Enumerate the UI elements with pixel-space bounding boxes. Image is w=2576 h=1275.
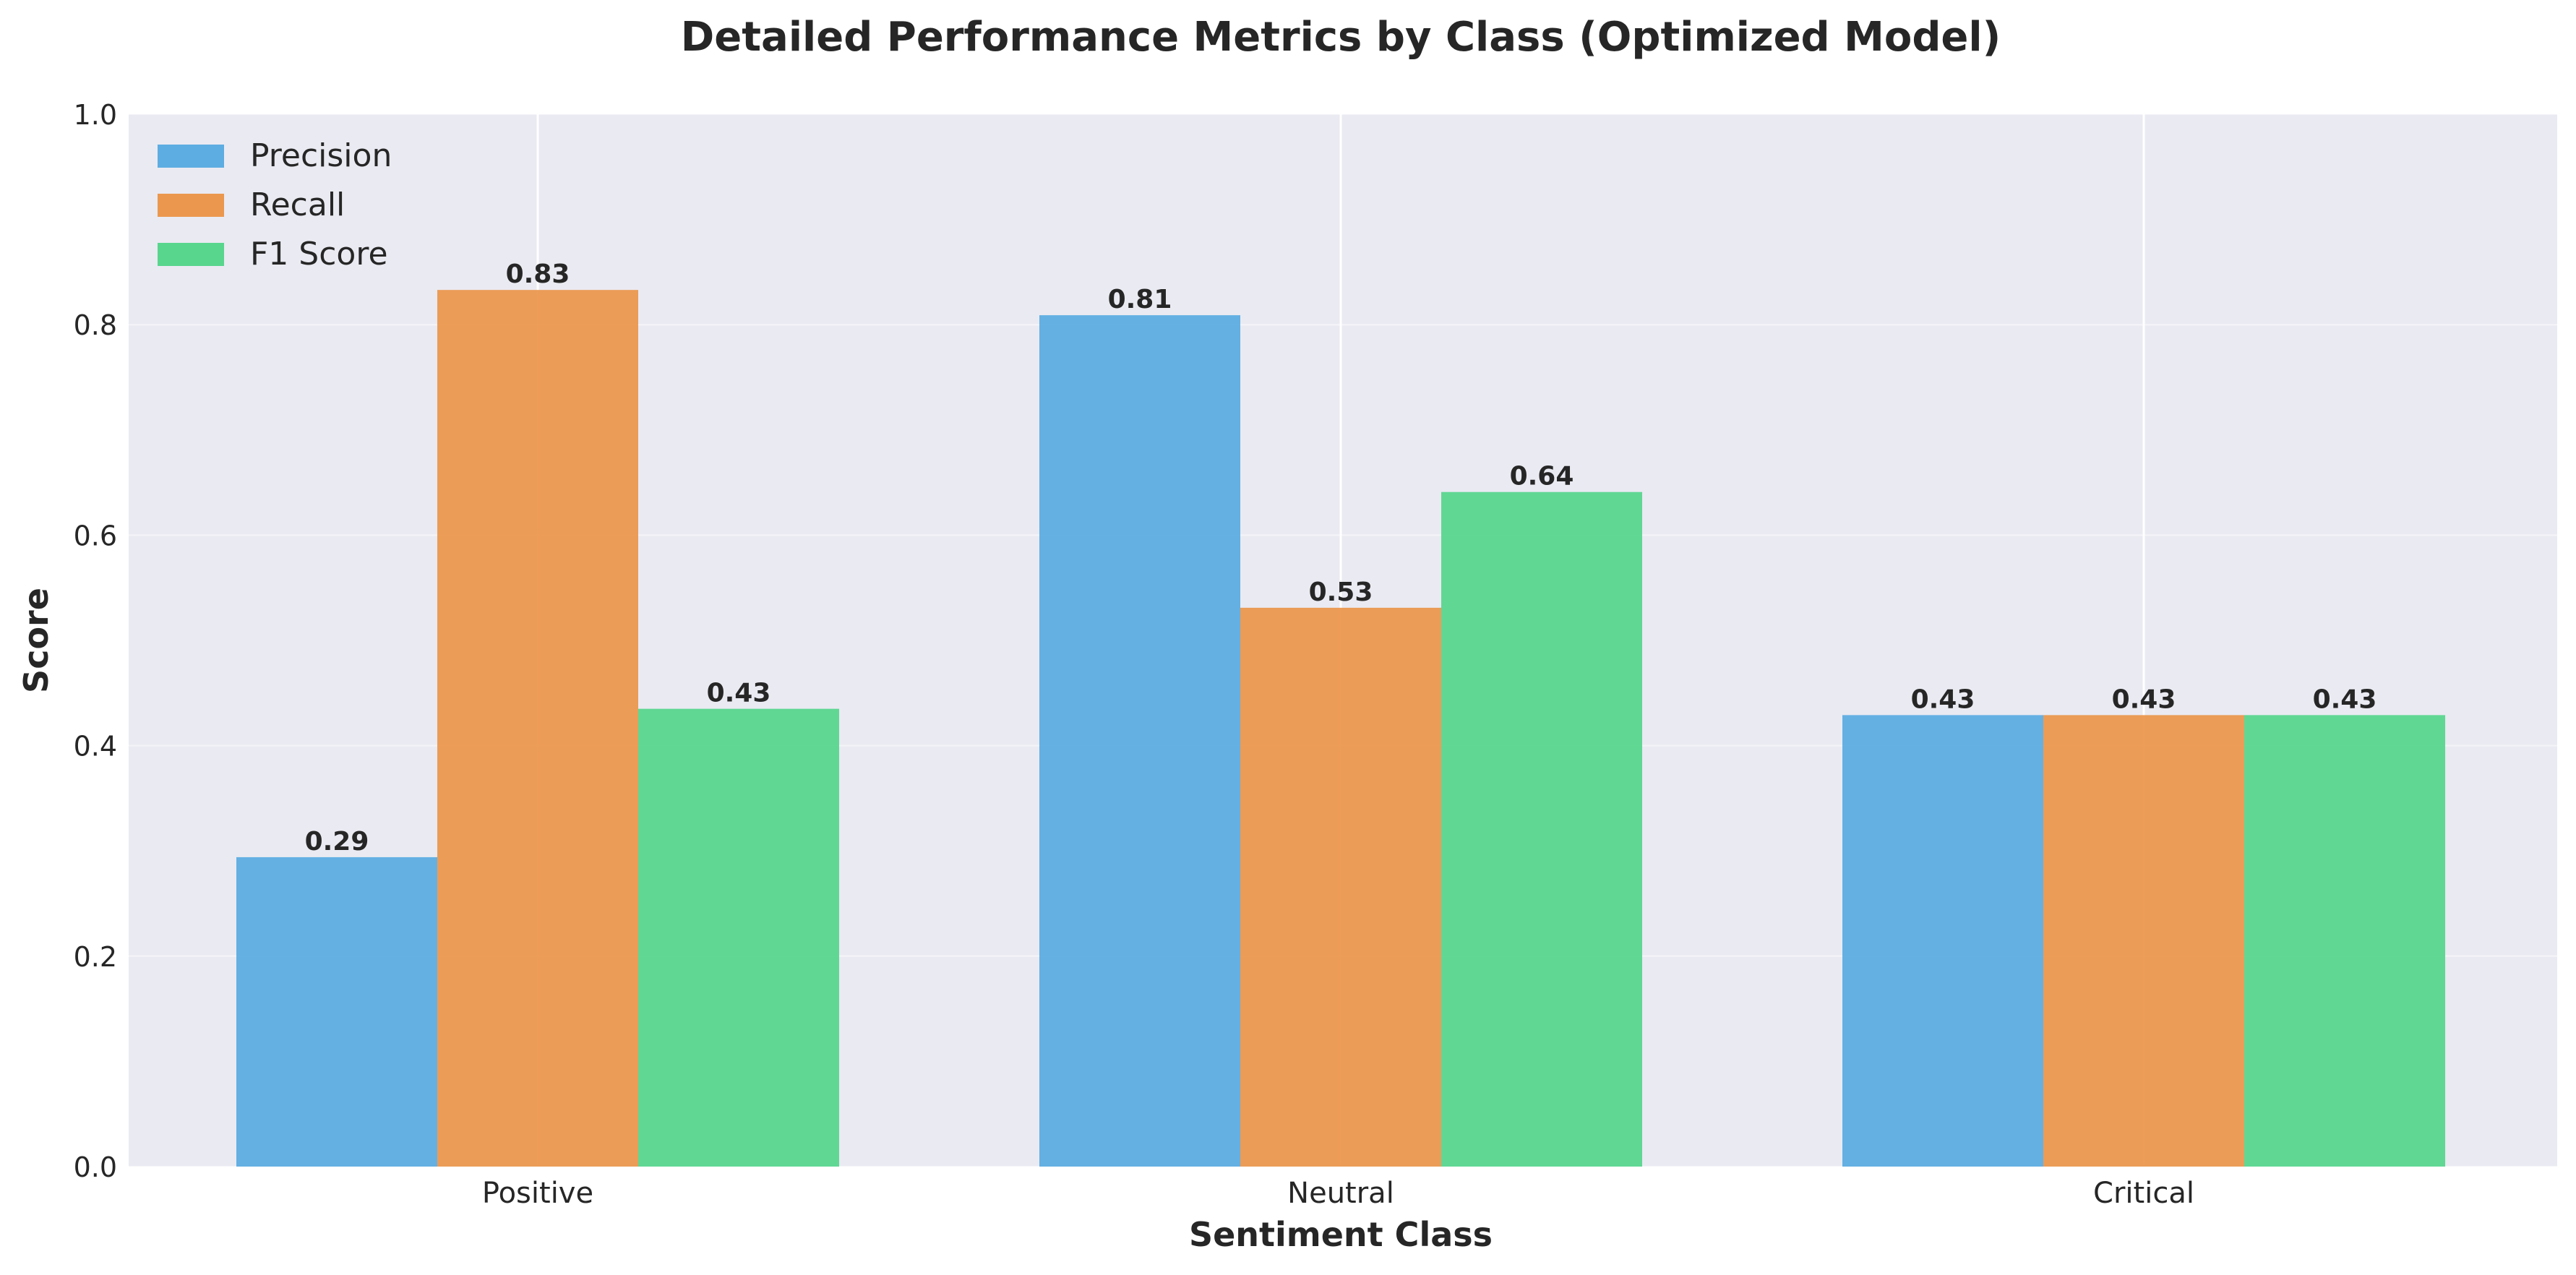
x-tick-label: Neutral — [1287, 1177, 1394, 1210]
y-axis-label: Score — [17, 588, 56, 693]
y-tick-label: 0.6 — [74, 520, 117, 551]
x-axis-label: Sentiment Class — [1189, 1215, 1493, 1254]
data-label: 0.43 — [707, 679, 771, 708]
data-label: 0.64 — [1510, 462, 1574, 491]
legend-swatch — [158, 243, 224, 266]
data-label: 0.43 — [2313, 684, 2377, 714]
x-tick-label: Critical — [2093, 1177, 2194, 1210]
chart-title: Detailed Performance Metrics by Class (O… — [681, 14, 2001, 61]
data-label: 0.83 — [506, 259, 570, 289]
data-label: 0.53 — [1309, 578, 1373, 607]
legend-label: Precision — [250, 137, 392, 174]
data-label: 0.81 — [1108, 285, 1172, 314]
legend-swatch — [158, 194, 224, 217]
y-tick-label: 0.2 — [74, 941, 117, 973]
y-tick-label: 0.0 — [74, 1151, 117, 1183]
bar-f1-score-neutral — [1441, 491, 1642, 1167]
legend-swatch — [158, 145, 224, 168]
bar-f1-score-critical — [2244, 715, 2445, 1167]
x-tick-label: Positive — [482, 1177, 593, 1210]
data-labels: 0.29 0.81 0.43 0.83 0.53 0.43 0.43 0.64 0.43 — [305, 259, 2377, 857]
y-tick-label: 0.8 — [74, 309, 117, 341]
bars — [236, 290, 2445, 1167]
legend: Precision Recall F1 Score — [158, 137, 392, 272]
data-label: 0.43 — [2112, 684, 2176, 714]
bar-precision-positive — [236, 857, 437, 1167]
bar-recall-positive — [437, 290, 638, 1167]
bar-recall-neutral — [1240, 607, 1441, 1167]
y-tick-label: 1.0 — [74, 99, 117, 131]
tick-labels: 0.0 0.2 0.4 0.6 0.8 1.0 Positive Neutral Critica… — [74, 99, 2194, 1210]
bar-f1-score-positive — [638, 708, 839, 1167]
bar-recall-critical — [2043, 715, 2244, 1167]
data-label: 0.43 — [1911, 684, 1975, 714]
bar-precision-neutral — [1039, 315, 1240, 1167]
y-tick-label: 0.4 — [74, 731, 117, 763]
data-label: 0.29 — [305, 827, 369, 857]
legend-label: F1 Score — [250, 236, 388, 272]
legend-label: Recall — [250, 186, 345, 223]
bar-precision-critical — [1842, 715, 2043, 1167]
